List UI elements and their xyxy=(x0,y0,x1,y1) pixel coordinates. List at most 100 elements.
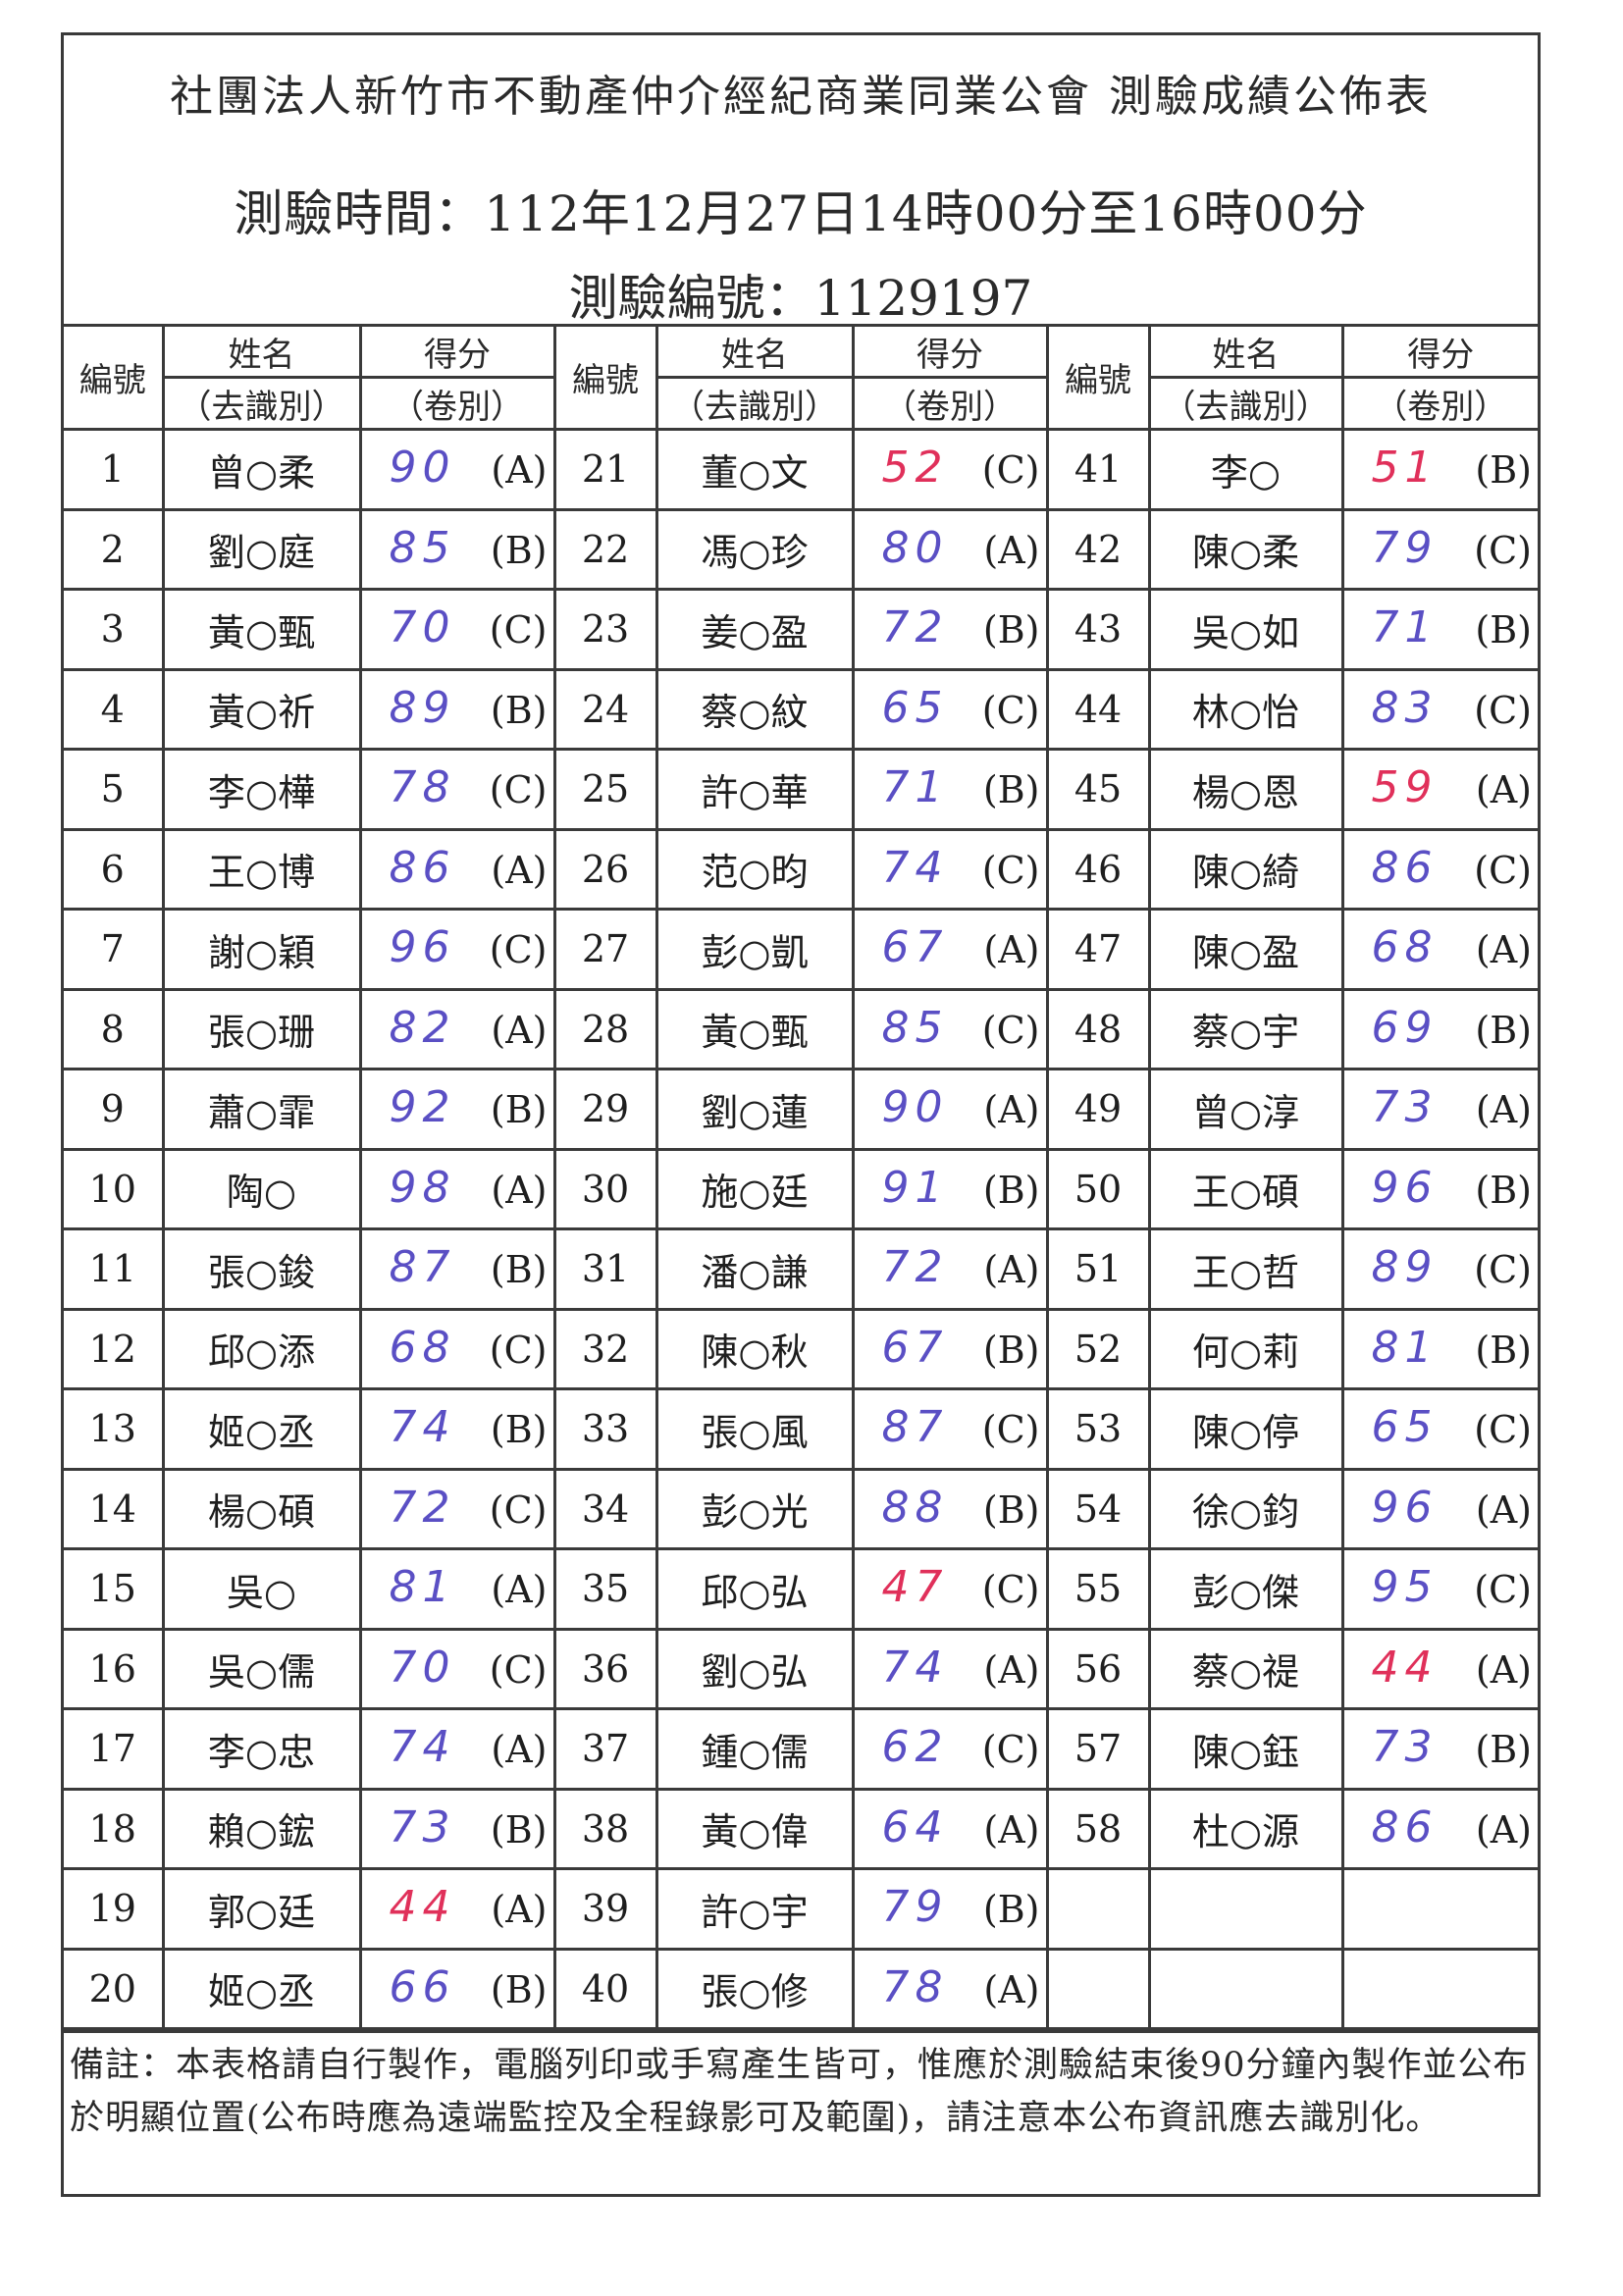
handwritten-score: 72 xyxy=(389,1482,456,1533)
handwritten-score: 66 xyxy=(389,1961,456,2012)
empty-cell xyxy=(1045,1947,1151,2030)
handwritten-score: 91 xyxy=(881,1162,949,1213)
candidate-number: 23 xyxy=(552,588,658,671)
candidate-number: 29 xyxy=(552,1068,658,1151)
paper-version: (B) xyxy=(1475,1328,1532,1372)
empty-cell xyxy=(1340,1867,1538,1951)
handwritten-score: 85 xyxy=(389,522,456,573)
score-cell: 62 (C) xyxy=(851,1707,1049,1791)
candidate-name: 許○華 xyxy=(654,748,855,831)
score-cell: 74 (B) xyxy=(358,1387,556,1471)
candidate-number: 53 xyxy=(1045,1387,1151,1471)
candidate-name: 徐○鈞 xyxy=(1147,1467,1344,1550)
paper-version: (C) xyxy=(489,928,548,971)
handwritten-score: 74 xyxy=(389,1722,456,1772)
candidate-number: 32 xyxy=(552,1307,658,1390)
score-cell: 89 (B) xyxy=(358,667,556,751)
handwritten-score: 81 xyxy=(389,1562,456,1612)
paper-version: (B) xyxy=(1475,1168,1532,1212)
handwritten-score: 65 xyxy=(1371,1402,1439,1452)
candidate-number: 20 xyxy=(64,1947,165,2030)
candidate-number: 18 xyxy=(64,1787,165,1870)
candidate-name: 李○樺 xyxy=(161,748,362,831)
table-row: 13 姬○丞 74 (B) 33 張○風 87 (C) 53 陳○停 65 (C) xyxy=(64,1387,1538,1471)
candidate-number: 16 xyxy=(64,1627,165,1710)
candidate-name: 邱○弘 xyxy=(654,1547,855,1631)
table-row: 10 陶○ 98 (A) 30 施○廷 91 (B) 50 王○碩 96 (B) xyxy=(64,1147,1538,1230)
handwritten-score: 67 xyxy=(881,1322,949,1373)
paper-version: (A) xyxy=(491,848,548,892)
candidate-name: 賴○鋐 xyxy=(161,1787,362,1870)
handwritten-score: 74 xyxy=(881,1642,949,1693)
candidate-number: 40 xyxy=(552,1947,658,2030)
score-cell: 73 (B) xyxy=(1340,1707,1538,1791)
handwritten-score: 89 xyxy=(1371,1242,1439,1292)
score-cell: 96 (A) xyxy=(1340,1467,1538,1550)
column-header-name: 姓名 xyxy=(1147,327,1344,379)
candidate-number: 7 xyxy=(64,908,165,991)
candidate-name: 楊○碩 xyxy=(161,1467,362,1550)
table-row: 15 吳○ 81 (A) 35 邱○弘 47 (C) 55 彭○傑 95 (C) xyxy=(64,1547,1538,1631)
paper-version: (C) xyxy=(489,1647,548,1692)
table-row: 9 蕭○霏 92 (B) 29 劉○蓮 90 (A) 49 曾○淳 73 (A) xyxy=(64,1068,1538,1151)
candidate-number: 44 xyxy=(1045,667,1151,751)
table-row: 4 黃○祈 89 (B) 24 蔡○紋 65 (C) 44 林○怡 83 (C) xyxy=(64,667,1538,751)
column-subheader-paper: （卷別） xyxy=(851,376,1049,431)
candidate-number: 35 xyxy=(552,1547,658,1631)
candidate-name: 董○文 xyxy=(654,428,855,511)
candidate-number: 52 xyxy=(1045,1307,1151,1390)
candidate-number: 25 xyxy=(552,748,658,831)
paper-version: (A) xyxy=(1475,1807,1532,1852)
candidate-name: 劉○庭 xyxy=(161,507,362,591)
candidate-name: 蔡○紋 xyxy=(654,667,855,751)
paper-version: (C) xyxy=(1474,1248,1532,1291)
score-cell: 79 (C) xyxy=(1340,507,1538,591)
table-row: 20 姬○丞 66 (B) 40 張○修 78 (A) xyxy=(64,1947,1538,2030)
handwritten-score: 64 xyxy=(881,1801,949,1852)
table-row: 18 賴○鋐 73 (B) 38 黃○偉 64 (A) 58 杜○源 86 (A) xyxy=(64,1787,1538,1870)
candidate-name: 李○ xyxy=(1147,428,1344,511)
table-row: 2 劉○庭 85 (B) 22 馮○珍 80 (A) 42 陳○柔 79 (C) xyxy=(64,507,1538,591)
candidate-number: 36 xyxy=(552,1627,658,1710)
score-cell: 85 (B) xyxy=(358,507,556,591)
paper-version: (B) xyxy=(1475,608,1532,652)
handwritten-score: 83 xyxy=(1371,682,1439,733)
candidate-number: 21 xyxy=(552,428,658,511)
handwritten-score: 86 xyxy=(1371,842,1439,893)
score-cell: 86 (A) xyxy=(1340,1787,1538,1870)
paper-version: (C) xyxy=(489,768,548,811)
paper-version: (A) xyxy=(983,1248,1040,1291)
score-cell: 67 (B) xyxy=(851,1307,1049,1390)
handwritten-score: 67 xyxy=(881,922,949,972)
handwritten-score: 81 xyxy=(1371,1322,1439,1373)
candidate-name: 姜○盈 xyxy=(654,588,855,671)
score-cell: 73 (A) xyxy=(1340,1068,1538,1151)
table-row: 1 曾○柔 90 (A) 21 董○文 52 (C) 41 李○ 51 (B) xyxy=(64,428,1538,511)
candidate-name: 謝○穎 xyxy=(161,908,362,991)
handwritten-score: 90 xyxy=(881,1082,949,1132)
empty-cell xyxy=(1147,1947,1344,2030)
paper-version: (C) xyxy=(489,1328,548,1372)
candidate-name: 何○莉 xyxy=(1147,1307,1344,1390)
score-cell: 90 (A) xyxy=(358,428,556,511)
column-subheader-name: （去識別） xyxy=(654,376,855,431)
table-row: 16 吳○儒 70 (C) 36 劉○弘 74 (A) 56 蔡○禔 44 (A) xyxy=(64,1627,1538,1710)
paper-version: (B) xyxy=(982,1328,1040,1372)
table-row: 6 王○博 86 (A) 26 范○昀 74 (C) 46 陳○綺 86 (C) xyxy=(64,827,1538,911)
handwritten-score: 72 xyxy=(881,1242,949,1292)
candidate-number: 58 xyxy=(1045,1787,1151,1870)
candidate-name: 陳○鈺 xyxy=(1147,1707,1344,1791)
paper-version: (C) xyxy=(981,1008,1040,1052)
paper-version: (B) xyxy=(982,1487,1040,1532)
score-cell: 88 (B) xyxy=(851,1467,1049,1550)
empty-cell xyxy=(1147,1867,1344,1951)
score-cell: 81 (B) xyxy=(1340,1307,1538,1390)
handwritten-score: 74 xyxy=(389,1402,456,1452)
table-row: 12 邱○添 68 (C) 32 陳○秋 67 (B) 52 何○莉 81 (B) xyxy=(64,1307,1538,1390)
candidate-number: 38 xyxy=(552,1787,658,1870)
candidate-name: 陳○綺 xyxy=(1147,827,1344,911)
column-header-name: 姓名 xyxy=(654,327,855,379)
paper-version: (A) xyxy=(491,448,548,492)
score-cell: 74 (C) xyxy=(851,827,1049,911)
score-cell: 91 (B) xyxy=(851,1147,1049,1230)
